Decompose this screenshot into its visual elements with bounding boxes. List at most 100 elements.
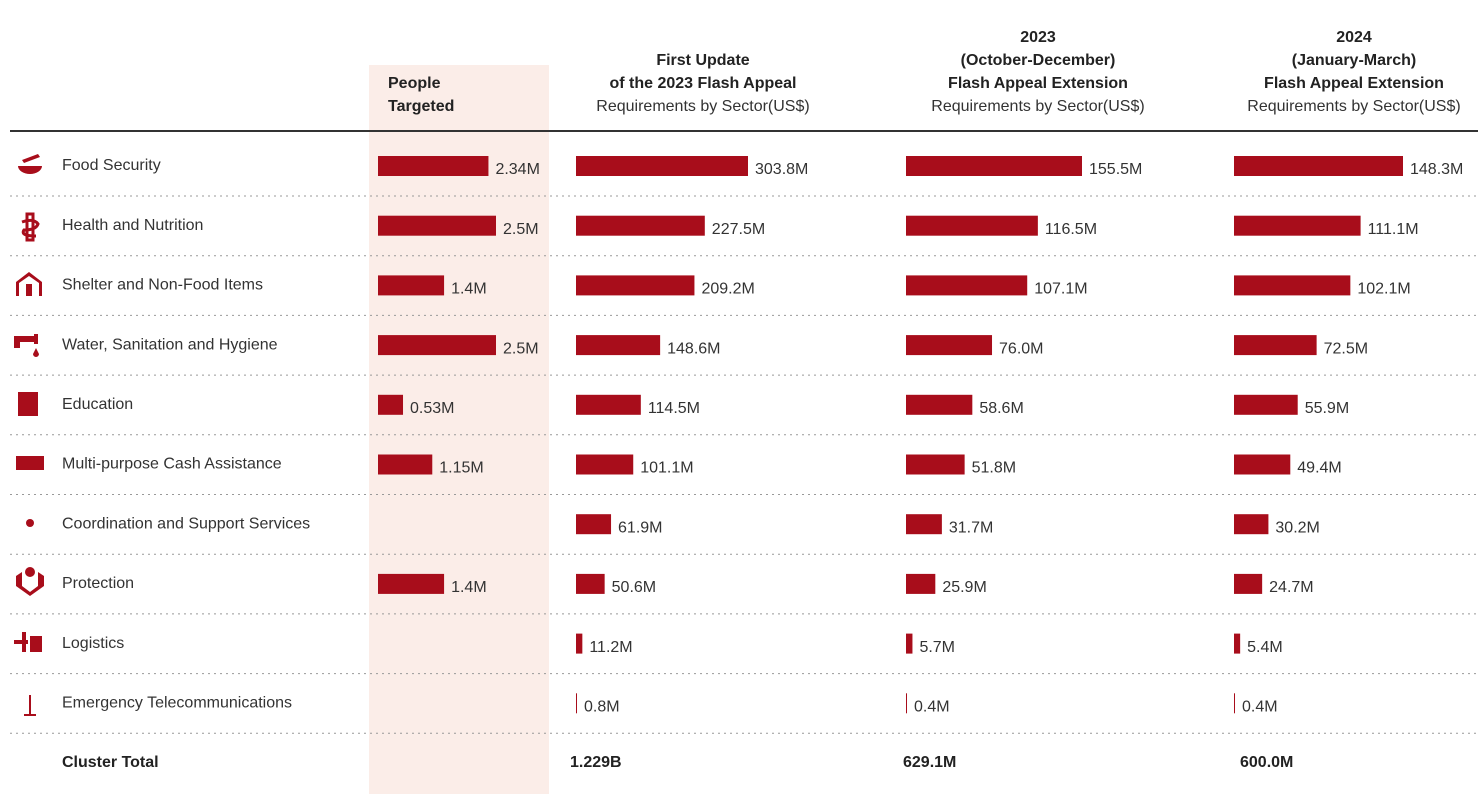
bar (378, 454, 433, 475)
bar (1234, 573, 1263, 594)
icons (14, 154, 44, 716)
value-label: 11.2M (589, 639, 632, 656)
bar (906, 156, 1082, 176)
bar (576, 633, 583, 654)
value-label: 107.1M (1034, 281, 1087, 298)
value-label: 114.5M (648, 400, 700, 417)
row-label: Education (62, 396, 133, 413)
row-label: Health and Nutrition (62, 217, 203, 234)
value-label: 227.5M (712, 221, 765, 238)
bar (906, 275, 1028, 296)
column-title: 2024 (1336, 29, 1372, 46)
value-label: 303.8M (755, 161, 808, 178)
value-label: 0.4M (1242, 699, 1278, 716)
value-label: 111.1M (1368, 221, 1419, 238)
bar (1234, 394, 1298, 415)
bar (576, 514, 612, 535)
icon-education (18, 392, 38, 416)
bar (378, 573, 445, 594)
value-label: 5.7M (919, 639, 955, 656)
value-label: 61.9M (618, 519, 662, 536)
value-label: 102.1M (1357, 281, 1410, 298)
value-label: 49.4M (1297, 460, 1341, 477)
row-label: Logistics (62, 635, 124, 652)
bar (378, 215, 496, 236)
column-title: First Update (656, 52, 749, 69)
row-label: Food Security (62, 157, 161, 174)
bar (1234, 156, 1403, 176)
bar (576, 454, 634, 475)
bar (906, 633, 913, 654)
bar (906, 693, 907, 714)
value-label: 209.2M (701, 281, 754, 298)
icon-health (21, 212, 40, 242)
bar (906, 335, 993, 356)
bar (906, 394, 973, 415)
bar (906, 573, 936, 594)
value-label: 1.4M (451, 281, 487, 298)
column-subtitle: Requirements by Sector(US$) (1247, 98, 1460, 115)
bar (576, 573, 605, 594)
bar (576, 335, 661, 356)
bar (1234, 454, 1291, 475)
value-label: 148.6M (667, 340, 720, 357)
bar (1234, 633, 1241, 654)
bar (1234, 514, 1269, 535)
value-label: 2.34M (495, 161, 539, 178)
bar (576, 215, 705, 236)
column-title: (October-December) (961, 52, 1116, 69)
icon-protection (16, 572, 44, 596)
column-title: 2023 (1020, 29, 1056, 46)
column-subtitle: Requirements by Sector(US$) (931, 98, 1144, 115)
column-title: Flash Appeal Extension (948, 75, 1128, 92)
row-label: Water, Sanitation and Hygiene (62, 336, 278, 353)
value-label: 101.1M (640, 460, 693, 477)
icon-protection-head (25, 567, 35, 577)
value-label: 1.15M (439, 460, 483, 477)
bar (1234, 693, 1235, 714)
value-label: 76.0M (999, 340, 1043, 357)
bar (1234, 275, 1351, 296)
row-label: Emergency Telecommunications (62, 695, 292, 712)
bar (378, 394, 404, 415)
icon-logistics (14, 632, 42, 652)
icon-shelter (16, 272, 42, 296)
total-value: 629.1M (903, 754, 956, 771)
bar (378, 156, 489, 176)
value-label: 55.9M (1305, 400, 1349, 417)
value-label: 30.2M (1275, 519, 1319, 536)
icon-cash (16, 456, 44, 470)
bar (1234, 335, 1317, 356)
column-title: of the 2023 Flash Appeal (609, 75, 796, 92)
value-label: 51.8M (972, 460, 1016, 477)
icon-telecom (24, 695, 36, 716)
row-label: Multi-purpose Cash Assistance (62, 456, 282, 473)
column-title: People (388, 75, 441, 92)
value-label: 0.8M (584, 699, 620, 716)
bar (906, 215, 1038, 236)
value-label: 72.5M (1324, 340, 1368, 357)
value-label: 31.7M (949, 519, 993, 536)
value-label: 0.53M (410, 400, 454, 417)
value-label: 0.4M (914, 699, 950, 716)
bar (576, 693, 577, 714)
total-label: Cluster Total (62, 754, 159, 771)
column-subtitle: Requirements by Sector(US$) (596, 98, 809, 115)
icon-wash (14, 334, 39, 357)
column-title: Targeted (388, 98, 454, 115)
column-title: Flash Appeal Extension (1264, 75, 1444, 92)
bar (576, 394, 641, 415)
value-label: 25.9M (942, 579, 986, 596)
value-label: 2.5M (503, 340, 539, 357)
bar (906, 454, 965, 475)
row-label: Coordination and Support Services (62, 515, 310, 532)
bar (378, 335, 496, 356)
value-label: 1.4M (451, 579, 487, 596)
value-label: 58.6M (979, 400, 1023, 417)
bar (576, 156, 748, 176)
value-label: 148.3M (1410, 161, 1463, 178)
value-label: 24.7M (1269, 579, 1313, 596)
bar (576, 275, 695, 296)
total-value: 600.0M (1240, 754, 1293, 771)
